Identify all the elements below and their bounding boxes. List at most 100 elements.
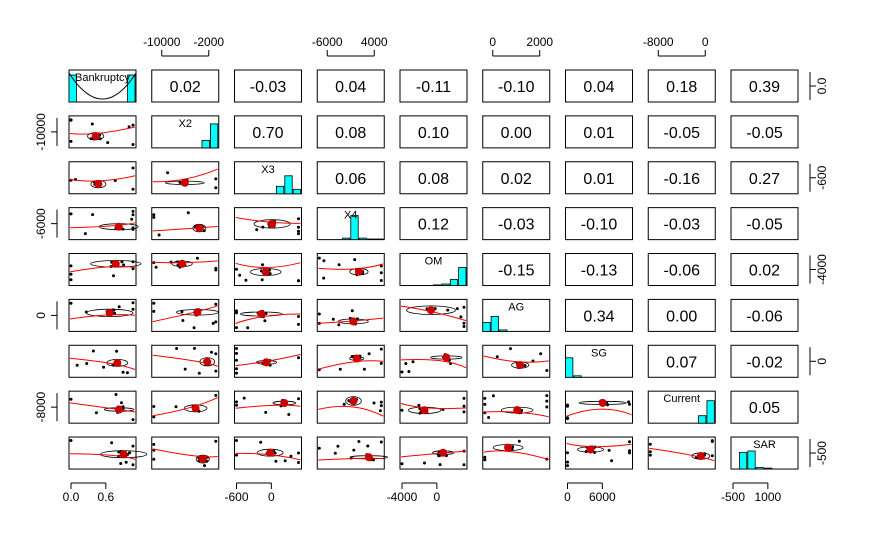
variable-label: X2 — [179, 118, 192, 130]
data-point — [648, 442, 652, 446]
panel-7-1 — [151, 390, 220, 424]
panel-5-6: 0.34 — [565, 298, 633, 332]
data-point — [539, 352, 543, 356]
panel-3-3: X4 — [316, 207, 385, 241]
panel-frame — [647, 161, 716, 195]
histogram-bar — [201, 139, 210, 149]
panel-5-1 — [151, 298, 220, 332]
data-point — [462, 404, 466, 408]
panel-frame — [730, 161, 799, 195]
panel-1-6: 0.01 — [565, 115, 633, 149]
data-point — [183, 367, 187, 371]
panel-frame — [316, 115, 385, 149]
data-point — [378, 409, 382, 413]
panel-5-8: -0.06 — [730, 298, 799, 332]
data-point — [115, 349, 119, 353]
data-point — [566, 460, 569, 464]
panel-frame — [565, 161, 633, 195]
smoother-line — [69, 402, 136, 413]
data-point — [197, 371, 201, 375]
correlation-value: 0.08 — [335, 125, 366, 142]
correlation-value: 0.00 — [501, 125, 532, 142]
panel-7-8: 0.05 — [730, 390, 799, 424]
bottom-tick-label: -600 — [224, 490, 248, 504]
panel-frame — [730, 298, 799, 332]
data-point — [90, 122, 94, 126]
panel-frame — [151, 253, 220, 287]
data-point — [297, 451, 300, 455]
smoother-line — [318, 263, 384, 270]
correlation-value: 0.12 — [418, 217, 449, 234]
data-point — [352, 448, 356, 452]
panel-7-6 — [565, 390, 633, 424]
histogram-bar — [739, 452, 748, 470]
panel-frame — [399, 344, 468, 378]
panel-0-8: 0.39 — [730, 69, 799, 103]
data-point — [195, 256, 199, 260]
panel-3-4: 0.12 — [399, 207, 468, 241]
correlation-value: 0.70 — [252, 125, 283, 142]
panel-frame — [565, 298, 633, 332]
data-point — [131, 187, 135, 191]
left-tick-label: -6000 — [34, 208, 48, 239]
data-point — [131, 418, 135, 422]
panel-6-6: SG — [565, 344, 633, 378]
histogram-bar — [698, 415, 707, 424]
center-point — [586, 445, 595, 454]
data-point — [483, 458, 487, 462]
histogram-bar — [350, 215, 359, 241]
smoother-line — [69, 453, 136, 460]
panel-frame — [565, 436, 633, 470]
center-point — [114, 222, 123, 231]
data-point — [246, 326, 250, 330]
correlation-value: 0.02 — [749, 263, 780, 280]
panel-frame — [730, 207, 799, 241]
data-point — [152, 405, 156, 408]
data-point — [180, 310, 184, 314]
top-tick-label: 4000 — [361, 35, 388, 49]
panel-frame — [234, 115, 302, 149]
center-point — [262, 358, 271, 367]
bottom-tick-label: 0 — [268, 490, 275, 504]
data-point — [69, 397, 73, 401]
panel-6-8: -0.02 — [730, 344, 799, 378]
data-point — [193, 346, 196, 350]
correlation-value: -0.03 — [498, 217, 535, 234]
data-point — [337, 323, 341, 327]
panel-1-2: 0.70 — [234, 115, 302, 149]
data-point — [297, 279, 300, 283]
data-point — [297, 315, 300, 318]
center-point — [180, 178, 189, 187]
data-point — [566, 403, 569, 407]
panel-6-7: 0.07 — [647, 344, 716, 378]
panel-3-0 — [68, 207, 139, 241]
panel-frame — [68, 344, 137, 378]
variable-label: OM — [425, 256, 443, 268]
data-point — [628, 402, 631, 406]
data-point — [357, 440, 361, 443]
data-point — [379, 404, 383, 408]
data-point — [372, 401, 376, 405]
data-point — [289, 454, 293, 458]
data-point — [418, 407, 422, 411]
data-point — [110, 441, 114, 445]
panel-2-7: -0.16 — [647, 161, 716, 195]
panel-frame — [730, 344, 799, 378]
data-point — [297, 229, 300, 233]
smoother-line — [152, 354, 218, 367]
panel-4-8: 0.02 — [730, 253, 799, 287]
panel-1-5: 0.00 — [482, 115, 551, 149]
panel-frame — [399, 298, 468, 332]
data-point — [261, 263, 264, 267]
data-point — [84, 310, 88, 314]
variable-label: Bankruptcy — [75, 72, 131, 84]
panel-0-6: 0.04 — [565, 69, 633, 103]
bottom-tick-label: 6000 — [589, 490, 616, 504]
data-point — [181, 319, 185, 322]
panel-frame — [151, 298, 220, 332]
panel-2-5: 0.02 — [482, 161, 551, 195]
smoother-line — [69, 314, 136, 320]
center-point — [203, 357, 212, 366]
panel-5-2 — [234, 298, 302, 332]
data-point — [322, 276, 326, 280]
